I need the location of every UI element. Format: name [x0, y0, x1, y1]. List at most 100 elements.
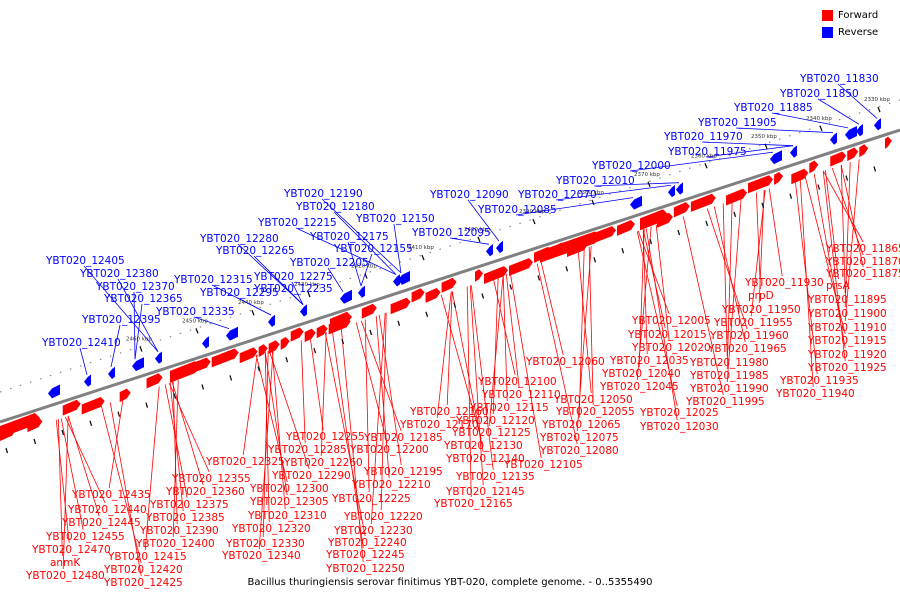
forward-leader-line [324, 332, 366, 537]
forward-leader-line [258, 349, 274, 550]
forward-gene [748, 175, 774, 194]
legend: Forward Reverse [822, 8, 892, 42]
lower-mark [397, 320, 401, 327]
forward-leader-line [505, 273, 520, 389]
forward-gene-label: YBT020_12420 [103, 564, 183, 576]
reverse-gene [108, 366, 115, 379]
forward-leader-line [242, 354, 258, 456]
forward-gene [859, 144, 869, 158]
reverse-gene [486, 244, 493, 257]
tick-label: 2380 kbp [578, 190, 604, 196]
tick-mark [364, 273, 368, 279]
tick-mark [591, 199, 595, 206]
forward-leader-line [822, 170, 864, 243]
reverse-gene [874, 118, 881, 131]
tick-label: 2360 kbp [691, 153, 717, 159]
legend-forward-label: Forward [838, 10, 879, 21]
forward-gene-label: YBT020_12470 [31, 544, 111, 556]
forward-gene-label: YBT020_12305 [249, 496, 329, 508]
forward-gene-label: YBT020_12320 [231, 523, 311, 535]
forward-leader-line [768, 188, 783, 277]
reverse-leader-line [593, 182, 680, 187]
forward-gene-label: YBT020_12440 [67, 504, 147, 516]
reverse-gene [340, 289, 352, 304]
reverse-gene-label: YBT020_12365 [103, 293, 183, 305]
forward-gene-label: YBT020_12125 [451, 427, 531, 439]
lower-mark [369, 329, 373, 336]
lower-mark [593, 257, 597, 263]
reverse-gene-label: YBT020_12150 [355, 213, 435, 225]
reverse-leader-line [237, 297, 272, 316]
lower-mark [565, 266, 569, 272]
reverse-leader-line [555, 184, 672, 201]
forward-leader-line [262, 350, 269, 538]
forward-gene [425, 288, 441, 303]
forward-leader-line [58, 419, 63, 557]
forward-gene-label: YBT020_12210 [351, 479, 431, 491]
forward-gene-label: YBT020_12230 [333, 525, 413, 537]
reverse-gene [770, 150, 782, 165]
lower-mark [313, 347, 317, 354]
forward-leader-line [264, 351, 288, 496]
forward-gene [847, 147, 859, 162]
forward-leader-line [645, 228, 678, 421]
forward-leader-line [466, 286, 472, 498]
reverse-gene-label: YBT020_12410 [41, 337, 121, 349]
reverse-leader-line [83, 265, 159, 352]
forward-gene [239, 347, 258, 364]
forward-gene [830, 151, 847, 167]
forward-leader-line [536, 263, 578, 445]
forward-leader-line [540, 262, 564, 356]
lower-mark [649, 238, 653, 245]
forward-leader-line [799, 178, 814, 388]
forward-leader-line [509, 272, 542, 459]
lower-mark [229, 375, 233, 381]
backbone-line [0, 128, 900, 424]
reverse-swatch [822, 27, 833, 38]
reverse-gene [398, 270, 410, 285]
reverse-leader-line [134, 303, 143, 360]
forward-gene [304, 328, 316, 343]
forward-leader-line [825, 170, 839, 280]
forward-gene-label: YBT020_12330 [225, 538, 305, 550]
forward-gene-label: YBT020_12375 [149, 499, 229, 511]
reverse-gene-label: YBT020_12265 [215, 245, 295, 257]
reverse-leader-line [449, 237, 490, 245]
forward-leader-line [588, 246, 594, 406]
lower-mark [61, 429, 65, 436]
reverse-gene-label: YBT020_11905 [697, 117, 777, 129]
forward-leader-line [682, 216, 724, 396]
forward-leader-line [67, 415, 100, 517]
reverse-leader-line [705, 145, 794, 158]
forward-gene-label: YBT020_12285 [267, 444, 347, 456]
forward-leader-line [268, 350, 310, 470]
lower-mark [173, 393, 177, 399]
reverse-gene [393, 274, 400, 287]
forward-leader-line [320, 332, 327, 457]
lower-mark [425, 311, 429, 317]
forward-gene-label: YBT020_12435 [71, 489, 151, 501]
forward-gene-label: YBT020_11930 [744, 277, 824, 289]
forward-gene [809, 160, 819, 174]
lower-mark [621, 248, 625, 254]
forward-gene [258, 344, 268, 358]
legend-forward: Forward [822, 8, 892, 23]
forward-leader-line [55, 419, 70, 544]
reverse-gene [358, 285, 365, 298]
reverse-gene-label: YBT020_12370 [95, 281, 175, 293]
forward-leader-line [577, 250, 592, 394]
forward-gene [290, 327, 304, 342]
lower-mark [201, 384, 205, 390]
genome-caption: Bacillus thuringiensis serovar finitimus… [247, 577, 653, 588]
reverse-leader-line [360, 253, 373, 286]
reverse-gene-label: YBT020_12295 [199, 287, 279, 299]
forward-gene-label: YBT020_12245 [325, 549, 405, 561]
reverse-gene [830, 132, 837, 145]
forward-leader-line [636, 226, 652, 381]
tick-label: 2430 kbp [294, 282, 320, 288]
forward-gene [62, 399, 81, 416]
forward-leader-line [804, 176, 846, 335]
forward-gene-label: YBT020_12480 [25, 570, 105, 582]
reverse-leader-line [837, 83, 878, 119]
